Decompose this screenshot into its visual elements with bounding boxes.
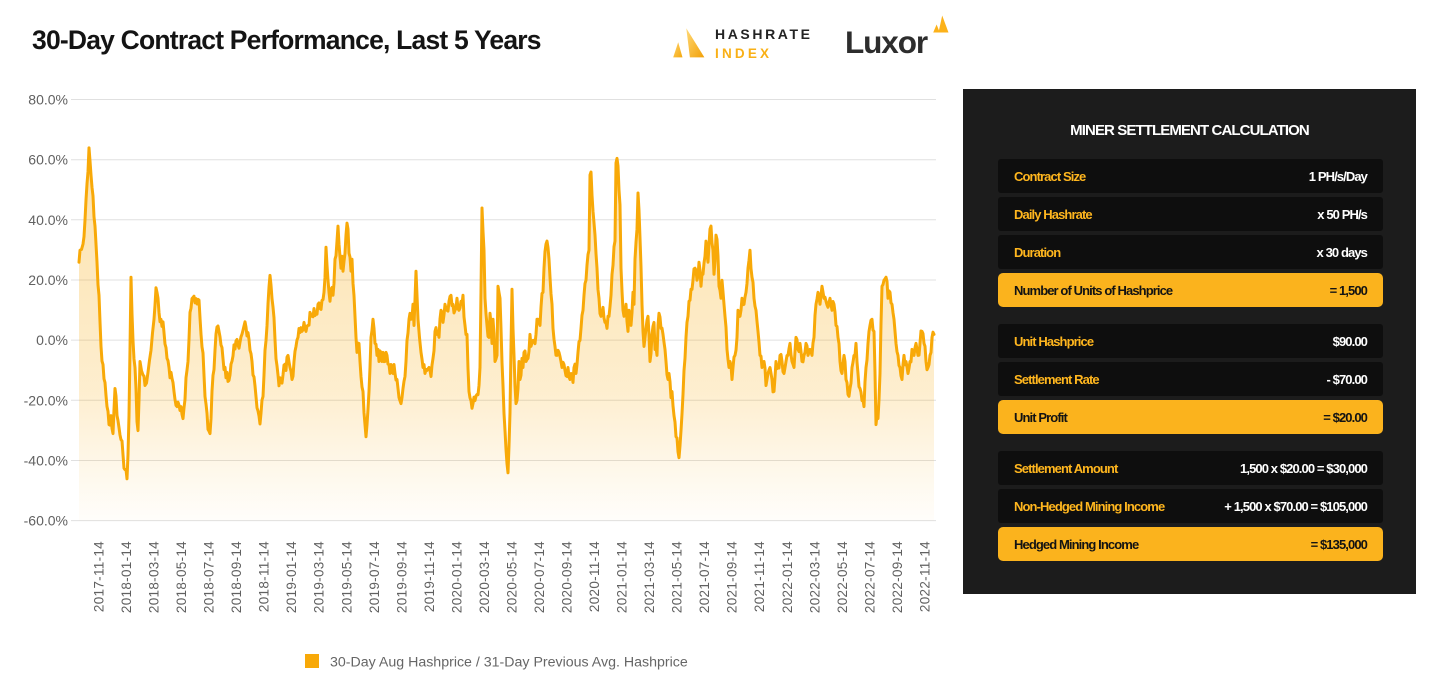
svg-text:2018-07-14: 2018-07-14 [202, 541, 217, 613]
svg-text:2021-07-14: 2021-07-14 [697, 541, 712, 613]
svg-text:2017-11-14: 2017-11-14 [92, 541, 107, 612]
svg-text:2022-03-14: 2022-03-14 [807, 541, 822, 613]
svg-text:20.0%: 20.0% [28, 272, 68, 288]
svg-text:2022-11-14: 2022-11-14 [917, 541, 932, 612]
svg-text:2018-03-14: 2018-03-14 [147, 541, 162, 613]
svg-text:2019-09-14: 2019-09-14 [394, 541, 409, 613]
svg-text:2022-05-14: 2022-05-14 [835, 541, 850, 613]
svg-text:2021-01-14: 2021-01-14 [615, 541, 630, 613]
svg-text:-60.0%: -60.0% [24, 513, 68, 529]
svg-text:2020-03-14: 2020-03-14 [477, 541, 492, 613]
svg-text:-20.0%: -20.0% [24, 392, 68, 408]
svg-text:80.0%: 80.0% [28, 92, 68, 108]
svg-text:2020-11-14: 2020-11-14 [587, 541, 602, 612]
svg-text:2021-09-14: 2021-09-14 [725, 541, 740, 613]
svg-text:-40.0%: -40.0% [24, 453, 68, 469]
svg-text:60.0%: 60.0% [28, 152, 68, 168]
svg-text:2018-09-14: 2018-09-14 [229, 541, 244, 613]
svg-text:2019-07-14: 2019-07-14 [367, 541, 382, 613]
svg-text:2019-03-14: 2019-03-14 [312, 541, 327, 613]
svg-text:2022-07-14: 2022-07-14 [862, 541, 877, 613]
svg-text:2019-05-14: 2019-05-14 [339, 541, 354, 613]
svg-text:2020-01-14: 2020-01-14 [449, 541, 464, 613]
svg-text:2018-11-14: 2018-11-14 [257, 541, 272, 612]
svg-text:2018-05-14: 2018-05-14 [174, 541, 189, 613]
svg-text:2021-11-14: 2021-11-14 [752, 541, 767, 612]
svg-text:2019-01-14: 2019-01-14 [284, 541, 299, 613]
svg-text:2019-11-14: 2019-11-14 [422, 541, 437, 612]
svg-text:2020-07-14: 2020-07-14 [532, 541, 547, 613]
svg-text:0.0%: 0.0% [36, 332, 68, 348]
svg-text:40.0%: 40.0% [28, 212, 68, 228]
svg-text:2022-01-14: 2022-01-14 [780, 541, 795, 613]
svg-text:2018-01-14: 2018-01-14 [119, 541, 134, 613]
svg-text:2020-05-14: 2020-05-14 [505, 541, 520, 613]
svg-text:2021-05-14: 2021-05-14 [670, 541, 685, 613]
svg-text:2021-03-14: 2021-03-14 [642, 541, 657, 613]
svg-text:30-Day Aug Hashprice / 31-Day: 30-Day Aug Hashprice / 31-Day Previous A… [330, 655, 688, 671]
svg-text:2022-09-14: 2022-09-14 [890, 541, 905, 613]
svg-text:2020-09-14: 2020-09-14 [560, 541, 575, 613]
